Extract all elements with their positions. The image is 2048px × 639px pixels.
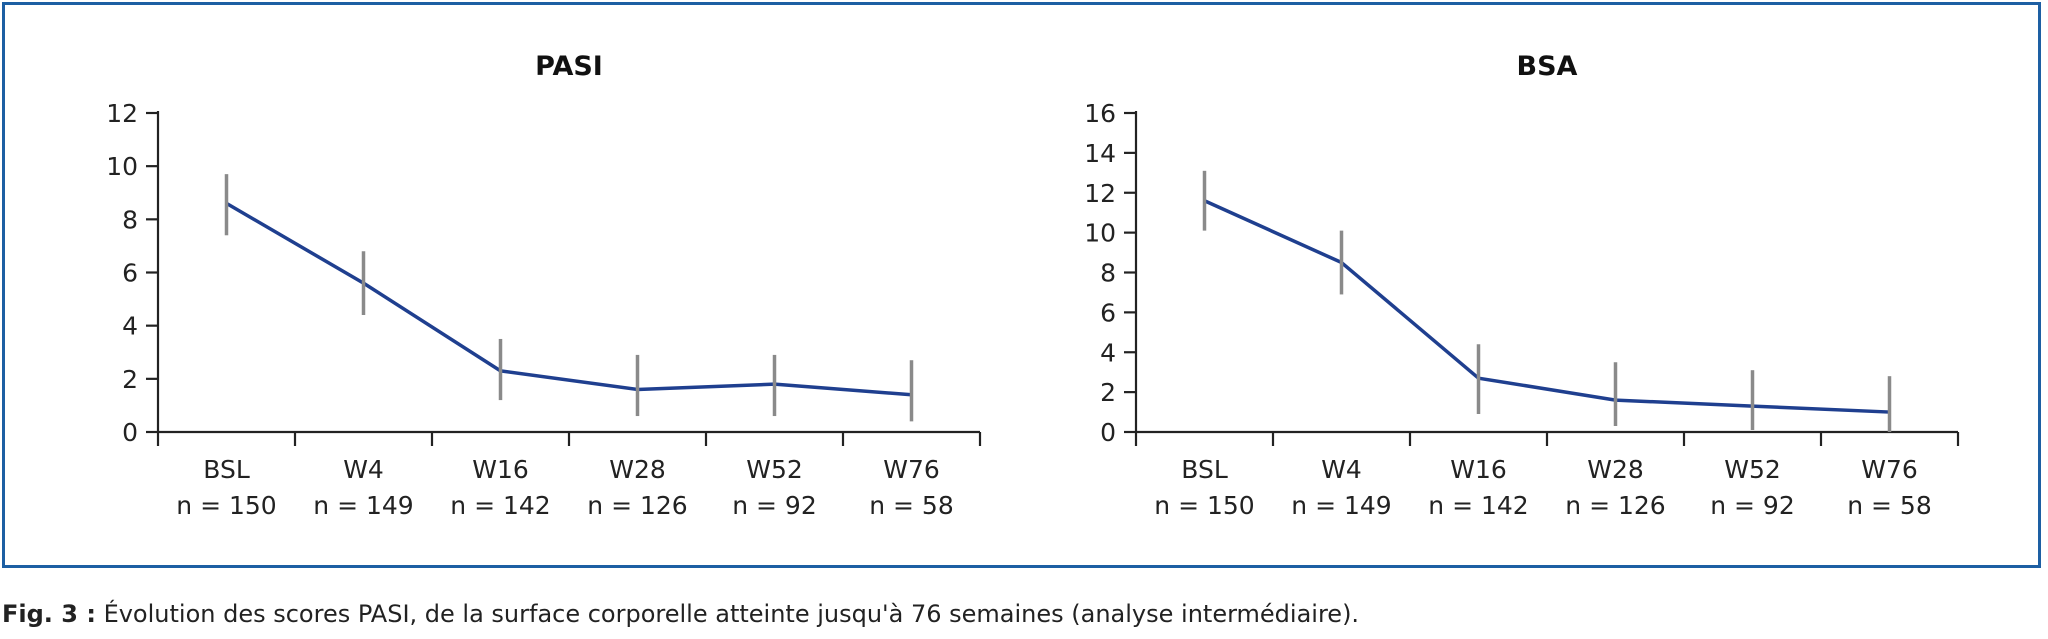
x-category-label: W52	[1724, 455, 1781, 484]
x-n-label: n = 58	[1847, 491, 1932, 520]
y-tick-label: 8	[1100, 259, 1116, 288]
figure-frame	[2, 2, 2041, 568]
x-category-label: W28	[1587, 455, 1644, 484]
x-n-label: n = 58	[869, 491, 954, 520]
y-tick-label: 6	[1100, 298, 1116, 327]
x-category-label: W4	[343, 455, 384, 484]
chart-title: BSA	[1517, 51, 1578, 82]
y-tick-label: 10	[106, 152, 138, 181]
x-n-label: n = 149	[313, 491, 413, 520]
x-n-label: n = 149	[1291, 491, 1391, 520]
x-category-label: W76	[1861, 455, 1918, 484]
x-n-label: n = 142	[450, 491, 550, 520]
x-category-label: W16	[1450, 455, 1507, 484]
x-category-label: BSL	[203, 455, 250, 484]
y-tick-label: 4	[122, 312, 138, 341]
y-tick-label: 2	[122, 365, 138, 394]
y-tick-label: 0	[1100, 418, 1116, 447]
y-tick-label: 16	[1084, 99, 1116, 128]
figure-caption: Fig. 3 : Évolution des scores PASI, de l…	[2, 600, 1359, 628]
y-tick-label: 14	[1084, 139, 1116, 168]
chart-title: PASI	[535, 51, 603, 82]
bsa-chart: BSA 0 2 4 6 8 10 12 14 16 BSL n = 150 W4 n = 149 W16 n …	[1084, 51, 1960, 520]
caption-text: Évolution des scores PASI, de la surface…	[95, 600, 1360, 628]
y-tick-label: 0	[122, 418, 138, 447]
y-tick-label: 4	[1100, 338, 1116, 367]
y-tick-label: 8	[122, 205, 138, 234]
pasi-chart: PASI 0 2 4 6 8 10 12 BSL n = 150 W4 n = 149 W16 n = 1…	[106, 51, 982, 520]
x-n-label: n = 150	[1154, 491, 1254, 520]
y-tick-label: 10	[1084, 219, 1116, 248]
x-category-label: W28	[609, 455, 666, 484]
x-category-label: BSL	[1181, 455, 1228, 484]
x-n-label: n = 126	[1565, 491, 1665, 520]
y-tick-label: 12	[1084, 179, 1116, 208]
y-tick-label: 2	[1100, 378, 1116, 407]
y-tick-label: 6	[122, 259, 138, 288]
x-n-label: n = 142	[1428, 491, 1528, 520]
x-category-label: W16	[472, 455, 529, 484]
series-line	[225, 201, 912, 397]
x-category-label: W4	[1321, 455, 1362, 484]
x-n-label: n = 126	[587, 491, 687, 520]
x-n-label: n = 92	[732, 491, 817, 520]
caption-label: Fig. 3 :	[2, 600, 96, 628]
x-category-label: W76	[883, 455, 940, 484]
x-category-label: W52	[746, 455, 803, 484]
x-n-label: n = 150	[176, 491, 276, 520]
series-line	[1203, 199, 1890, 414]
x-n-label: n = 92	[1710, 491, 1795, 520]
y-tick-label: 12	[106, 99, 138, 128]
